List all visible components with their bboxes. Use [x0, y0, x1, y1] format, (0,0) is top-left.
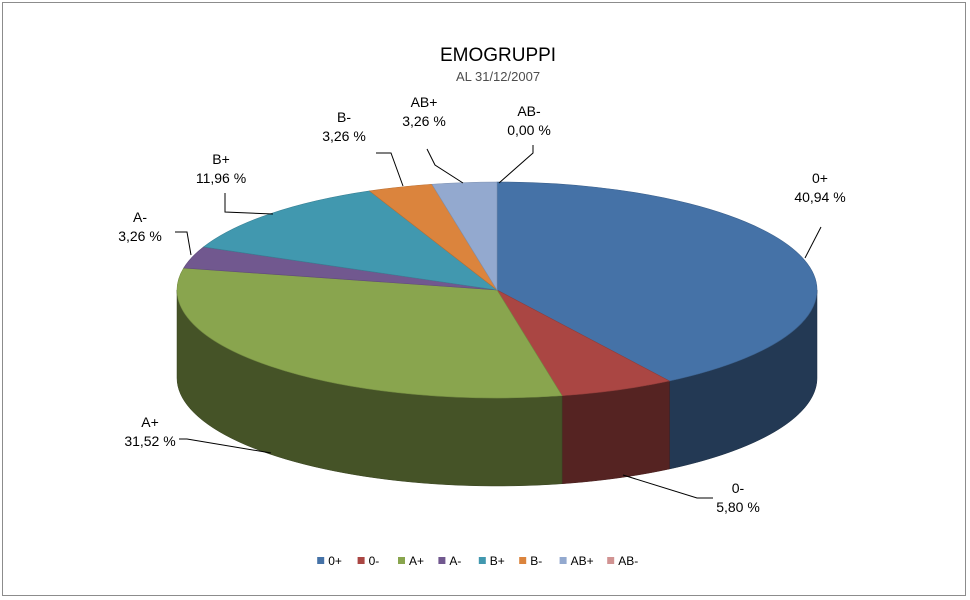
data-label-name-B+: B+: [212, 151, 230, 167]
data-label-name-AB+: AB+: [411, 94, 438, 110]
data-label-value-A-: 3,26 %: [118, 228, 162, 244]
data-label-name-0+: 0+: [812, 170, 828, 186]
pie-side-0-: [561, 380, 670, 485]
data-label-name-AB-: AB-: [517, 103, 541, 119]
leader-line-B+: [224, 193, 274, 215]
pie-chart: EMOGRUPPI AL 31/12/2007 0+ 40,94 % 0- 5,80 …: [118, 45, 845, 568]
chart-subtitle: AL 31/12/2007: [456, 69, 540, 84]
legend-label-B-: B-: [530, 554, 542, 568]
pie-slice-0+: [496, 181, 818, 382]
legend-label-A+: A+: [409, 554, 424, 568]
data-labels: 0+ 40,94 % 0- 5,80 % A+ 31,52 % A- 3,26 % B+ 11,9…: [118, 94, 845, 515]
pie-slice-AB+: [431, 181, 498, 292]
legend-swatch-0+: [317, 557, 325, 564]
pie-body: [176, 181, 818, 487]
legend-swatch-AB+: [559, 557, 567, 564]
legend-label-0+: 0+: [328, 554, 342, 568]
leader-line-B-: [376, 152, 404, 187]
data-label-value-AB+: 3,26 %: [402, 113, 446, 129]
data-label-name-0-: 0-: [732, 480, 745, 496]
legend-label-0-: 0-: [369, 554, 380, 568]
legend-label-A-: A-: [449, 554, 461, 568]
leader-line-0-: [622, 474, 713, 499]
data-label-name-A-: A-: [133, 209, 147, 225]
data-label-value-AB-: 0,00 %: [507, 122, 551, 138]
pie-slice-A+: [176, 267, 563, 399]
data-label-value-A+: 31,52 %: [124, 433, 175, 449]
legend-swatch-B+: [478, 557, 486, 564]
data-label-value-B+: 11,96 %: [196, 170, 246, 186]
data-label-name-B-: B-: [337, 109, 351, 125]
legend-swatch-0-: [357, 557, 365, 564]
legend-swatch-A+: [398, 557, 405, 564]
data-label-value-B-: 3,26 %: [322, 128, 366, 144]
legend-swatch-AB-: [607, 557, 615, 564]
legend-swatch-B-: [519, 557, 527, 564]
data-label-value-0-: 5,80 %: [716, 499, 760, 515]
legend: 0+ 0- A+ A- B+ B- AB+ AB-: [317, 554, 638, 568]
legend-swatch-A-: [438, 557, 446, 564]
leader-line-A+: [179, 438, 272, 454]
leader-line-A-: [175, 231, 192, 256]
chart-title: EMOGRUPPI: [440, 45, 556, 66]
legend-label-AB-: AB-: [618, 554, 638, 568]
legend-label-B+: B+: [490, 554, 505, 568]
data-label-value-0+: 40,94 %: [794, 189, 845, 205]
leader-line-AB-: [498, 145, 534, 184]
legend-label-AB+: AB+: [571, 554, 594, 568]
leader-line-AB+: [426, 148, 464, 184]
data-label-name-A+: A+: [141, 414, 159, 430]
leader-line-0+: [804, 226, 822, 259]
